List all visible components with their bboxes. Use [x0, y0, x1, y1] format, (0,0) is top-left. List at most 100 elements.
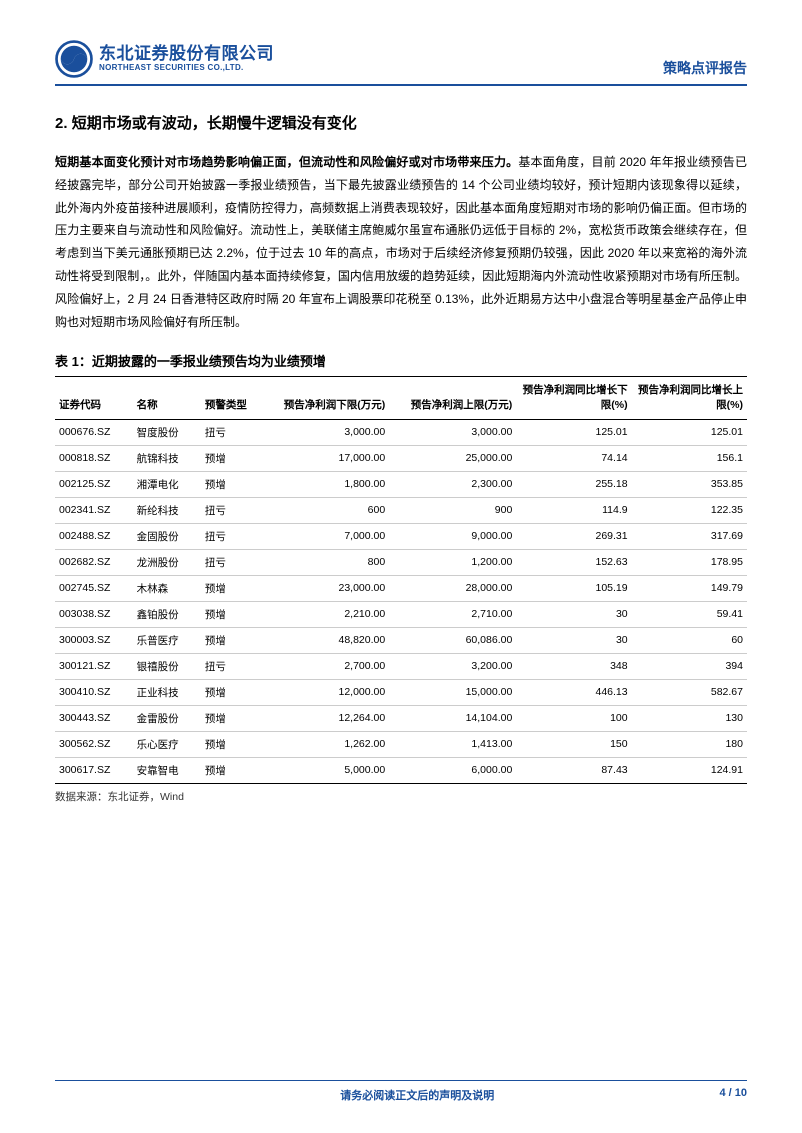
- table-cell: 180: [632, 731, 747, 757]
- table-cell: 9,000.00: [389, 523, 516, 549]
- table-cell: 394: [632, 653, 747, 679]
- table-cell: 扭亏: [201, 497, 260, 523]
- table-cell: 木林森: [133, 575, 201, 601]
- table-cell: 000818.SZ: [55, 445, 133, 471]
- table-cell: 003038.SZ: [55, 601, 133, 627]
- table-cell: 扭亏: [201, 549, 260, 575]
- table-cell: 3,000.00: [389, 419, 516, 445]
- table-cell: 金雷股份: [133, 705, 201, 731]
- table-cell: 1,413.00: [389, 731, 516, 757]
- table-cell: 002341.SZ: [55, 497, 133, 523]
- table-cell: 扭亏: [201, 419, 260, 445]
- table-cell: 2,710.00: [389, 601, 516, 627]
- page-footer: 请务必阅读正文后的声明及说明 4 / 10: [55, 1080, 747, 1103]
- footer-disclaimer: 请务必阅读正文后的声明及说明: [115, 1087, 719, 1103]
- table-cell: 317.69: [632, 523, 747, 549]
- table-cell: 新纶科技: [133, 497, 201, 523]
- table-cell: 152.63: [516, 549, 631, 575]
- table-cell: 2,210.00: [260, 601, 389, 627]
- company-logo-icon: [55, 40, 93, 78]
- table-cell: 002745.SZ: [55, 575, 133, 601]
- table-cell: 7,000.00: [260, 523, 389, 549]
- table-source: 数据来源：东北证券，Wind: [55, 789, 747, 804]
- logo-block: 东北证券股份有限公司 NORTHEAST SECURITIES CO.,LTD.: [55, 40, 274, 78]
- section-title: 2. 短期市场或有波动，长期慢牛逻辑没有变化: [55, 112, 747, 133]
- table-row: 300121.SZ银禧股份扭亏2,700.003,200.00348394: [55, 653, 747, 679]
- table-cell: 900: [389, 497, 516, 523]
- section-heading: 短期市场或有波动，长期慢牛逻辑没有变化: [72, 115, 357, 132]
- section-number: 2.: [55, 115, 68, 132]
- table-cell: 125.01: [516, 419, 631, 445]
- table-cell: 3,000.00: [260, 419, 389, 445]
- table-cell: 002125.SZ: [55, 471, 133, 497]
- table-row: 002341.SZ新纶科技扭亏600900114.9122.35: [55, 497, 747, 523]
- table-row: 300410.SZ正业科技预增12,000.0015,000.00446.135…: [55, 679, 747, 705]
- table-cell: 156.1: [632, 445, 747, 471]
- table-cell: 002682.SZ: [55, 549, 133, 575]
- table-cell: 扭亏: [201, 523, 260, 549]
- body-paragraph: 短期基本面变化预计对市场趋势影响偏正面，但流动性和风险偏好或对市场带来压力。基本…: [55, 151, 747, 333]
- table-row: 300617.SZ安靠智电预增5,000.006,000.0087.43124.…: [55, 757, 747, 783]
- table-cell: 5,000.00: [260, 757, 389, 783]
- th-name: 名称: [133, 377, 201, 419]
- th-code: 证券代码: [55, 377, 133, 419]
- table-cell: 60: [632, 627, 747, 653]
- table-cell: 582.67: [632, 679, 747, 705]
- table-cell: 预增: [201, 601, 260, 627]
- table-row: 300562.SZ乐心医疗预增1,262.001,413.00150180: [55, 731, 747, 757]
- table-cell: 000676.SZ: [55, 419, 133, 445]
- table-cell: 60,086.00: [389, 627, 516, 653]
- table-cell: 59.41: [632, 601, 747, 627]
- table-cell: 乐普医疗: [133, 627, 201, 653]
- table-cell: 14,104.00: [389, 705, 516, 731]
- table-cell: 800: [260, 549, 389, 575]
- table-row: 000818.SZ航锦科技预增17,000.0025,000.0074.1415…: [55, 445, 747, 471]
- table-cell: 125.01: [632, 419, 747, 445]
- table-cell: 2,300.00: [389, 471, 516, 497]
- th-type: 预警类型: [201, 377, 260, 419]
- table-cell: 预增: [201, 705, 260, 731]
- table-cell: 预增: [201, 471, 260, 497]
- footer-page-number: 4 / 10: [719, 1087, 747, 1103]
- table-cell: 48,820.00: [260, 627, 389, 653]
- th-profit-high: 预告净利润上限(万元): [389, 377, 516, 419]
- table-cell: 预增: [201, 679, 260, 705]
- table-cell: 178.95: [632, 549, 747, 575]
- table-cell: 25,000.00: [389, 445, 516, 471]
- footer-spacer: [55, 1087, 115, 1103]
- table-cell: 智度股份: [133, 419, 201, 445]
- table-cell: 300617.SZ: [55, 757, 133, 783]
- table-cell: 金固股份: [133, 523, 201, 549]
- table-cell: 预增: [201, 575, 260, 601]
- table-cell: 预增: [201, 445, 260, 471]
- table-cell: 150: [516, 731, 631, 757]
- earnings-table: 证券代码 名称 预警类型 预告净利润下限(万元) 预告净利润上限(万元) 预告净…: [55, 376, 747, 783]
- logo-text-block: 东北证券股份有限公司 NORTHEAST SECURITIES CO.,LTD.: [99, 45, 274, 72]
- table-cell: 300410.SZ: [55, 679, 133, 705]
- table-row: 002682.SZ龙洲股份扭亏8001,200.00152.63178.95: [55, 549, 747, 575]
- table-cell: 预增: [201, 731, 260, 757]
- table-cell: 6,000.00: [389, 757, 516, 783]
- table-cell: 1,800.00: [260, 471, 389, 497]
- table-cell: 353.85: [632, 471, 747, 497]
- paragraph-lead: 短期基本面变化预计对市场趋势影响偏正面，但流动性和风险偏好或对市场带来压力。: [55, 155, 518, 169]
- page-header: 东北证券股份有限公司 NORTHEAST SECURITIES CO.,LTD.…: [55, 40, 747, 86]
- page: 东北证券股份有限公司 NORTHEAST SECURITIES CO.,LTD.…: [0, 0, 802, 1133]
- table-cell: 600: [260, 497, 389, 523]
- table-row: 300003.SZ乐普医疗预增48,820.0060,086.003060: [55, 627, 747, 653]
- logo-cn-text: 东北证券股份有限公司: [99, 45, 274, 64]
- table-cell: 1,262.00: [260, 731, 389, 757]
- table-cell: 银禧股份: [133, 653, 201, 679]
- table-cell: 446.13: [516, 679, 631, 705]
- table-cell: 300003.SZ: [55, 627, 133, 653]
- table-row: 003038.SZ鑫铂股份预增2,210.002,710.003059.41: [55, 601, 747, 627]
- table-row: 002125.SZ湘潭电化预增1,800.002,300.00255.18353…: [55, 471, 747, 497]
- table-cell: 124.91: [632, 757, 747, 783]
- table-cell: 300443.SZ: [55, 705, 133, 731]
- logo-en-text: NORTHEAST SECURITIES CO.,LTD.: [99, 64, 274, 73]
- table-cell: 30: [516, 601, 631, 627]
- table-header-row: 证券代码 名称 预警类型 预告净利润下限(万元) 预告净利润上限(万元) 预告净…: [55, 377, 747, 419]
- table-cell: 1,200.00: [389, 549, 516, 575]
- table-cell: 乐心医疗: [133, 731, 201, 757]
- table-cell: 正业科技: [133, 679, 201, 705]
